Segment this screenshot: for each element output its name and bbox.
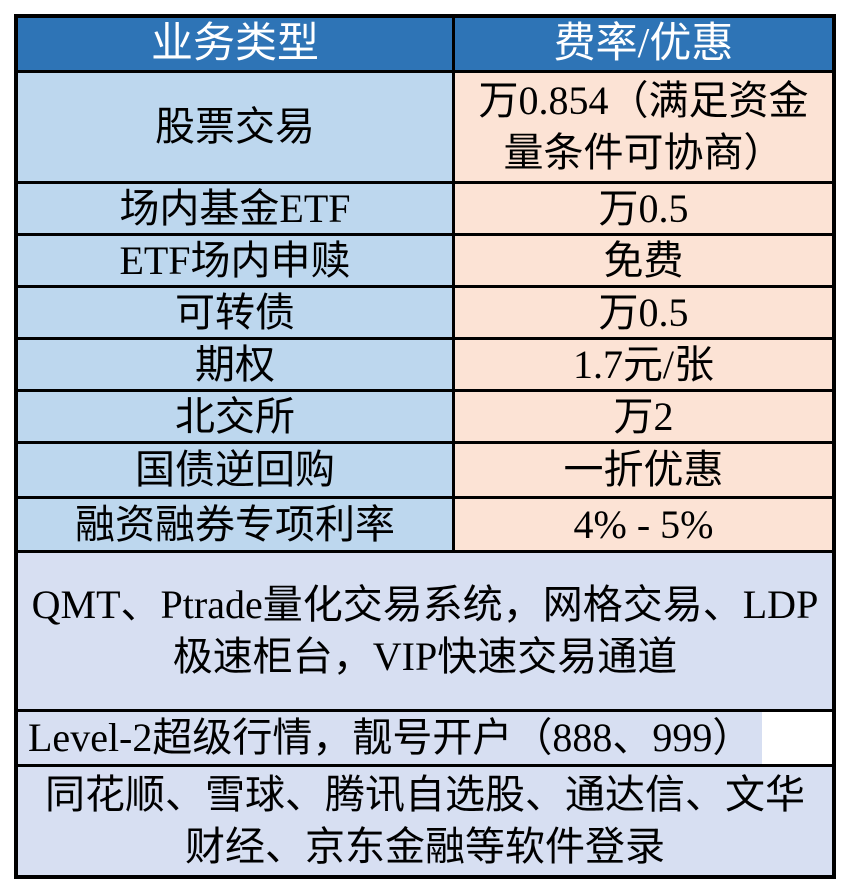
table-row-convertible-bond: 可转债 万0.5 <box>18 285 832 337</box>
feature-text: Level-2超级行情，靓号开户（888、999） <box>18 712 763 764</box>
fee-cell: 万0.5 <box>455 288 832 337</box>
business-type-cell: 期权 <box>18 340 455 389</box>
business-type-cell: 可转债 <box>18 288 455 337</box>
business-type-cell: 股票交易 <box>18 73 455 181</box>
fee-cell: 一折优惠 <box>455 444 832 496</box>
feature-row-quant-systems: QMT、Ptrade量化交易系统，网格交易、LDP极速柜台，VIP快速交易通道 <box>18 550 832 709</box>
feature-row-software-login: 同花顺、雪球、腾讯自选股、通达信、文华财经、京东金融等软件登录 <box>18 764 832 875</box>
table-row-etf-fund: 场内基金ETF 万0.5 <box>18 181 832 233</box>
fee-cell: 万2 <box>455 392 832 441</box>
feature-text: QMT、Ptrade量化交易系统，网格交易、LDP极速柜台，VIP快速交易通道 <box>18 553 832 709</box>
table-row-treasury-repo: 国债逆回购 一折优惠 <box>18 441 832 496</box>
fee-cell: 万0.854（满足资金量条件可协商） <box>455 73 832 181</box>
business-type-cell: ETF场内申赎 <box>18 236 455 285</box>
business-type-cell: 融资融券专项利率 <box>18 499 455 550</box>
header-cell-business-type: 业务类型 <box>18 18 455 70</box>
table-row-margin-rate: 融资融券专项利率 4% - 5% <box>18 496 832 550</box>
business-type-cell: 国债逆回购 <box>18 444 455 496</box>
feature-row-level2-quotes: Level-2超级行情，靓号开户（888、999） <box>18 709 832 764</box>
table-row-etf-subscription: ETF场内申赎 免费 <box>18 233 832 285</box>
fee-cell: 4% - 5% <box>455 499 832 550</box>
table-row-options: 期权 1.7元/张 <box>18 337 832 389</box>
table-row-stock-trading: 股票交易 万0.854（满足资金量条件可协商） <box>18 70 832 181</box>
table-row-beijing-exchange: 北交所 万2 <box>18 389 832 441</box>
feature-text: 同花顺、雪球、腾讯自选股、通达信、文华财经、京东金融等软件登录 <box>18 767 832 875</box>
fee-cell: 万0.5 <box>455 184 832 233</box>
business-type-cell: 场内基金ETF <box>18 184 455 233</box>
business-type-cell: 北交所 <box>18 392 455 441</box>
header-cell-fee-discount: 费率/优惠 <box>455 18 832 70</box>
header-row: 业务类型 费率/优惠 <box>18 18 832 70</box>
fee-table: 业务类型 费率/优惠 股票交易 万0.854（满足资金量条件可协商） 场内基金E… <box>14 14 836 879</box>
fee-cell: 免费 <box>455 236 832 285</box>
fee-cell: 1.7元/张 <box>455 340 832 389</box>
